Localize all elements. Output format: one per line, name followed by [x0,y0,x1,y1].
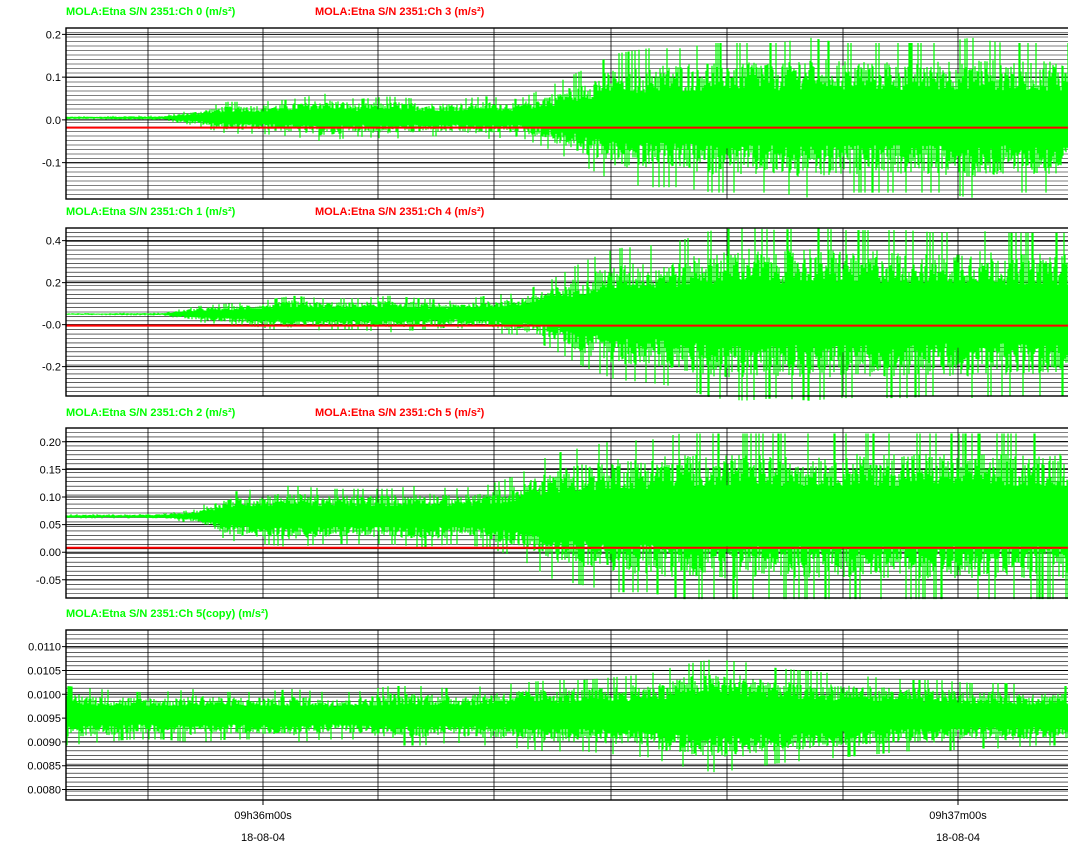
series-0-0-waveform [65,37,1068,198]
legend-label: MOLA:Etna S/N 2351:Ch 4 (m/s²) [315,206,485,218]
y-tick-label: 0.0095 [27,713,61,725]
y-tick-label: 0.15 [40,464,61,476]
y-tick-label: -0.0 [42,320,61,332]
y-tick-label: 0.0090 [27,737,61,749]
x-tick-date-label: 18-08-04 [241,832,285,844]
plot-frame [65,227,1068,397]
panel-0: 0.2 0.1 0.0 -0.1 MOLA:Etna S/N 2351:Ch 0 (m/… [42,6,1068,200]
y-tick-label: 0.1 [46,72,61,84]
plot-frame [65,427,1068,599]
y-tick-label: -0.2 [42,362,61,374]
y-tick-label: 0.20 [40,437,61,449]
y-tick-label: 0.0110 [28,642,61,654]
legend-label: MOLA:Etna S/N 2351:Ch 0 (m/s²) [66,6,236,18]
legend-label: MOLA:Etna S/N 2351:Ch 2 (m/s²) [66,407,236,419]
x-tick-date-label: 18-08-04 [936,832,980,844]
y-tick-label: 0.0100 [27,689,61,701]
panel-3: 0.0110 0.0105 0.0100 0.0095 0.0090 0.0085 0.00… [27,608,1068,801]
y-tick-label: 0.0105 [27,665,61,677]
x-tick-time-label: 09h37m00s [929,810,987,822]
y-tick-label: 0.0085 [27,761,61,773]
legend-label: MOLA:Etna S/N 2351:Ch 3 (m/s²) [315,6,485,18]
plot-frame [65,629,1068,801]
y-tick-label: 0.4 [46,236,61,248]
legend-label: MOLA:Etna S/N 2351:Ch 5(copy) (m/s²) [66,608,269,620]
y-tick-label: 0.2 [46,29,61,41]
x-tick-time-label: 09h36m00s [234,810,292,822]
series-1-0-waveform [65,227,1068,401]
y-tick-label: 0.0 [46,115,61,127]
y-tick-label: -0.1 [42,158,61,170]
legend-label: MOLA:Etna S/N 2351:Ch 5 (m/s²) [315,407,485,419]
y-tick-label: 0.2 [46,278,61,290]
series-2-0-waveform [65,433,1068,600]
y-tick-label: 0.00 [40,547,61,559]
panel-2: 0.20 0.15 0.10 0.05 0.00 -0.05 MOLA:Etna S/N 2… [36,407,1068,600]
y-tick-label: 0.10 [40,492,61,504]
y-tick-label: 0.05 [40,520,61,532]
plot-frame [65,27,1068,200]
y-tick-label: 0.0080 [27,785,61,797]
panel-1: 0.4 0.2 -0.0 -0.2 MOLA:Etna S/N 2351:Ch 1 (m… [42,206,1068,401]
legend-label: MOLA:Etna S/N 2351:Ch 1 (m/s²) [66,206,236,218]
y-tick-label: -0.05 [36,575,61,587]
